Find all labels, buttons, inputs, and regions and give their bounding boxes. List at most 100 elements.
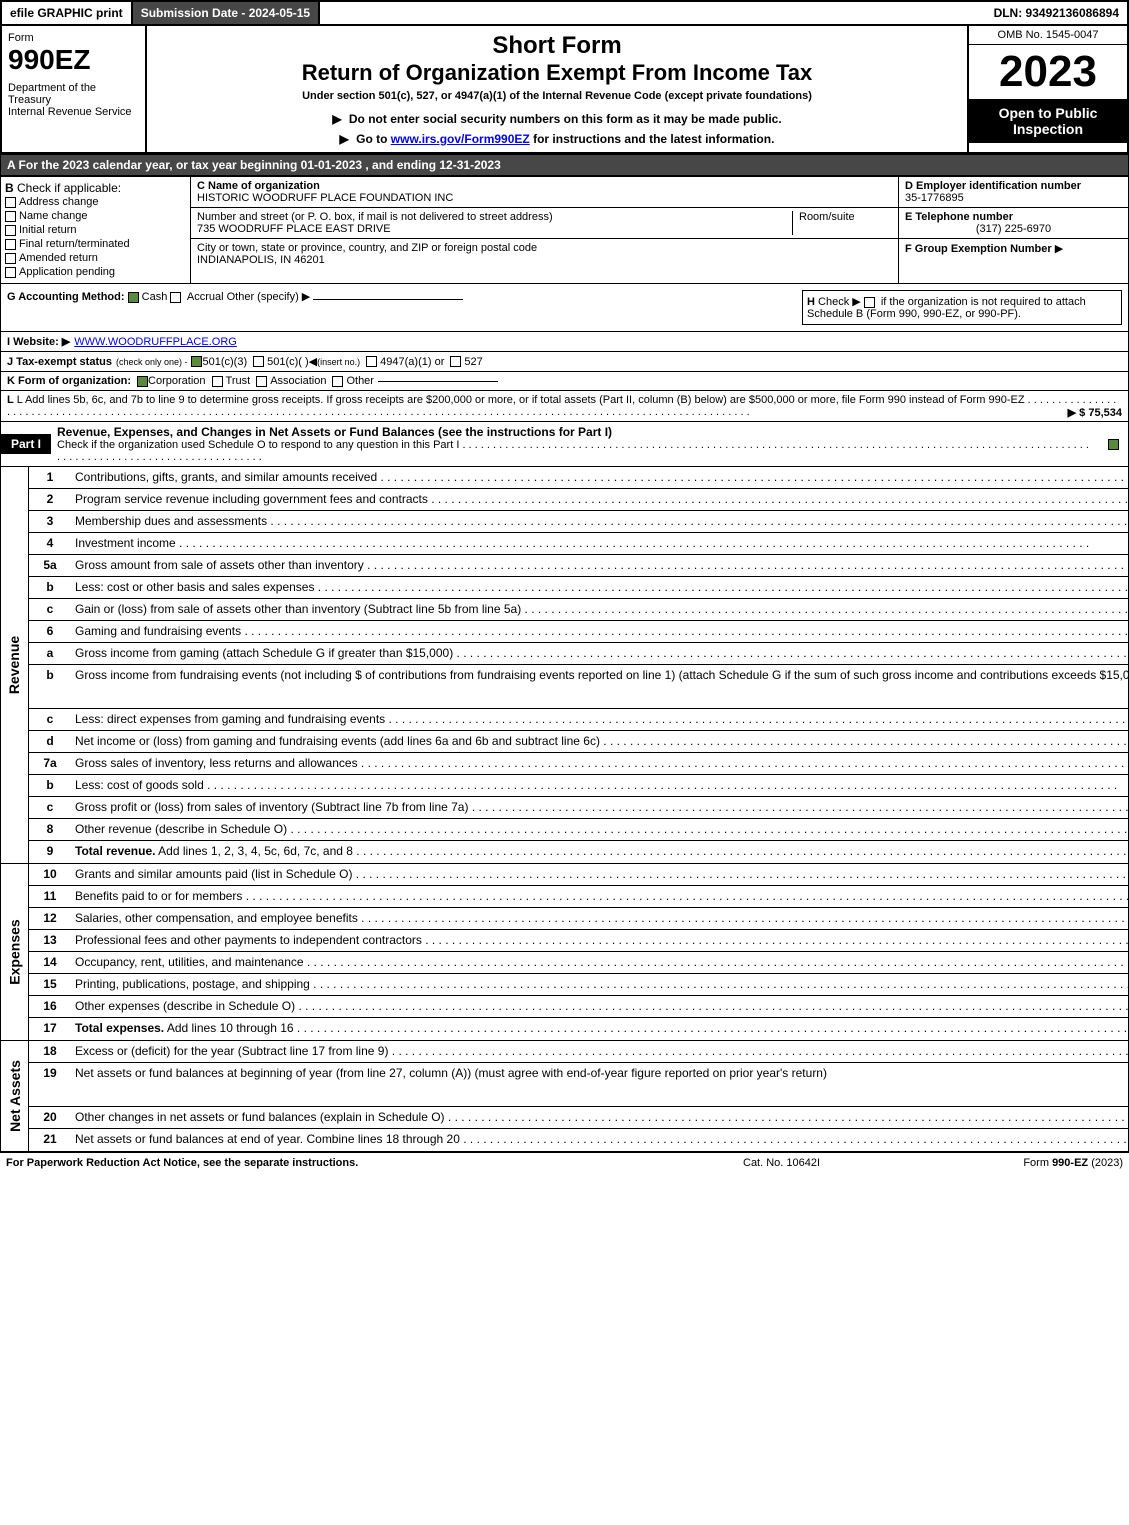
line-description: Membership dues and assessments (71, 511, 1129, 532)
line-number: 4 (29, 533, 71, 554)
line-description: Less: cost or other basis and sales expe… (71, 577, 1129, 598)
part1-check-note: Check if the organization used Schedule … (57, 439, 459, 451)
line-description: Contributions, gifts, grants, and simila… (71, 467, 1129, 488)
city-label: City or town, state or province, country… (197, 242, 892, 254)
row-l: L L Add lines 5b, 6c, and 7b to line 9 t… (0, 391, 1129, 422)
line-description: Net assets or fund balances at beginning… (71, 1063, 1129, 1106)
check-501c[interactable] (253, 356, 264, 367)
table-row: 16Other expenses (describe in Schedule O… (29, 996, 1129, 1018)
table-row: 20Other changes in net assets or fund ba… (29, 1107, 1129, 1129)
check-association[interactable] (256, 376, 267, 387)
check-accrual[interactable] (170, 292, 181, 303)
check-final-return[interactable]: Final return/terminated (5, 237, 186, 251)
line-number: 19 (29, 1063, 71, 1106)
row-g-h: G Accounting Method: Cash Accrual Other … (0, 284, 1129, 332)
revenue-section: Revenue 1Contributions, gifts, grants, a… (0, 467, 1129, 864)
line-number: 15 (29, 974, 71, 995)
line-number: 10 (29, 864, 71, 885)
table-row: bLess: cost or other basis and sales exp… (29, 577, 1129, 599)
efile-print-button[interactable]: efile GRAPHIC print (2, 2, 133, 24)
label-b: B (5, 181, 14, 195)
table-row: bLess: cost of goods sold7b0 (29, 775, 1129, 797)
table-row: 2Program service revenue including gover… (29, 489, 1129, 511)
line-description: Benefits paid to or for members (71, 886, 1129, 907)
check-4947[interactable] (366, 356, 377, 367)
form-header: Form 990EZ Department of the Treasury In… (0, 26, 1129, 154)
check-name-change[interactable]: Name change (5, 209, 186, 223)
subtitle: Under section 501(c), 527, or 4947(a)(1)… (157, 90, 957, 102)
part1-header: Part I Revenue, Expenses, and Changes in… (0, 422, 1129, 467)
line-number: 13 (29, 930, 71, 951)
line-description: Gain or (loss) from sale of assets other… (71, 599, 1129, 620)
table-row: 7aGross sales of inventory, less returns… (29, 753, 1129, 775)
check-trust[interactable] (212, 376, 223, 387)
line-number: 1 (29, 467, 71, 488)
row-i-website: I Website: ▶ WWW.WOODRUFFPLACE.ORG (0, 332, 1129, 352)
check-schedule-o[interactable] (1108, 439, 1119, 450)
check-application-pending[interactable]: Application pending (5, 265, 186, 279)
line-description: Printing, publications, postage, and shi… (71, 974, 1129, 995)
no-ssn-note: Do not enter social security numbers on … (349, 112, 782, 126)
line-description: Occupancy, rent, utilities, and maintena… (71, 952, 1129, 973)
table-row: 17Total expenses. Add lines 10 through 1… (29, 1018, 1129, 1040)
section-a: A For the 2023 calendar year, or tax yea… (0, 154, 1129, 176)
line-description: Gaming and fundraising events (71, 621, 1129, 642)
table-row: 8Other revenue (describe in Schedule O)8 (29, 819, 1129, 841)
expenses-section: Expenses 10Grants and similar amounts pa… (0, 864, 1129, 1041)
top-bar: efile GRAPHIC print Submission Date - 20… (0, 0, 1129, 26)
phone: (317) 225-6970 (905, 223, 1122, 235)
check-initial-return[interactable]: Initial return (5, 223, 186, 237)
line-number: 21 (29, 1129, 71, 1151)
line-number: 12 (29, 908, 71, 929)
line-number: b (29, 775, 71, 796)
footer-paperwork: For Paperwork Reduction Act Notice, see … (6, 1157, 743, 1169)
street-address: 735 WOODRUFF PLACE EAST DRIVE (197, 223, 792, 235)
label-h: H (807, 296, 815, 308)
line-description: Less: direct expenses from gaming and fu… (71, 709, 1129, 730)
check-other[interactable] (332, 376, 343, 387)
line-description: Grants and similar amounts paid (list in… (71, 864, 1129, 885)
line-number: b (29, 665, 71, 708)
line-number: 14 (29, 952, 71, 973)
line-description: Gross income from gaming (attach Schedul… (71, 643, 1129, 664)
check-if-applicable: Check if applicable: (17, 181, 121, 195)
table-row: 3Membership dues and assessments3 (29, 511, 1129, 533)
website-link[interactable]: WWW.WOODRUFFPLACE.ORG (74, 336, 237, 348)
info-block: B Check if applicable: Address change Na… (0, 176, 1129, 284)
table-row: 21Net assets or fund balances at end of … (29, 1129, 1129, 1151)
check-527[interactable] (450, 356, 461, 367)
line-number: 20 (29, 1107, 71, 1128)
table-row: 15Printing, publications, postage, and s… (29, 974, 1129, 996)
h-check-text: Check ▶ (818, 296, 861, 308)
arrow-icon: ▶ (1055, 243, 1063, 255)
label-f-group: F Group Exemption Number (905, 243, 1052, 255)
check-address-change[interactable]: Address change (5, 195, 186, 209)
line-description: Other revenue (describe in Schedule O) (71, 819, 1129, 840)
dln: DLN: 93492136086894 (986, 2, 1127, 24)
check-501c3[interactable] (191, 356, 202, 367)
table-row: 10Grants and similar amounts paid (list … (29, 864, 1129, 886)
check-amended-return[interactable]: Amended return (5, 251, 186, 265)
title-short-form: Short Form (157, 32, 957, 60)
line-description: Gross profit or (loss) from sales of inv… (71, 797, 1129, 818)
label-k: K Form of organization: (7, 375, 131, 387)
check-corporation[interactable] (137, 376, 148, 387)
line-number: b (29, 577, 71, 598)
table-row: 19Net assets or fund balances at beginni… (29, 1063, 1129, 1107)
irs-link[interactable]: www.irs.gov/Form990EZ (391, 132, 530, 146)
table-row: aGross income from gaming (attach Schedu… (29, 643, 1129, 665)
line-number: c (29, 797, 71, 818)
l-amount: ▶ $ 75,534 (1068, 406, 1122, 419)
table-row: cLess: direct expenses from gaming and f… (29, 709, 1129, 731)
line-description: Total revenue. Add lines 1, 2, 3, 4, 5c,… (71, 841, 1129, 863)
line-description: Other expenses (describe in Schedule O) (71, 996, 1129, 1017)
table-row: cGross profit or (loss) from sales of in… (29, 797, 1129, 819)
org-name: HISTORIC WOODRUFF PLACE FOUNDATION INC (197, 192, 892, 204)
check-cash[interactable] (128, 292, 139, 303)
line-description: Gross sales of inventory, less returns a… (71, 753, 1129, 774)
line-number: 2 (29, 489, 71, 510)
check-schedule-b[interactable] (864, 297, 875, 308)
irs-label: Internal Revenue Service (8, 106, 139, 118)
ein: 35-1776895 (905, 192, 1122, 204)
l-text: L Add lines 5b, 6c, and 7b to line 9 to … (17, 394, 1025, 406)
